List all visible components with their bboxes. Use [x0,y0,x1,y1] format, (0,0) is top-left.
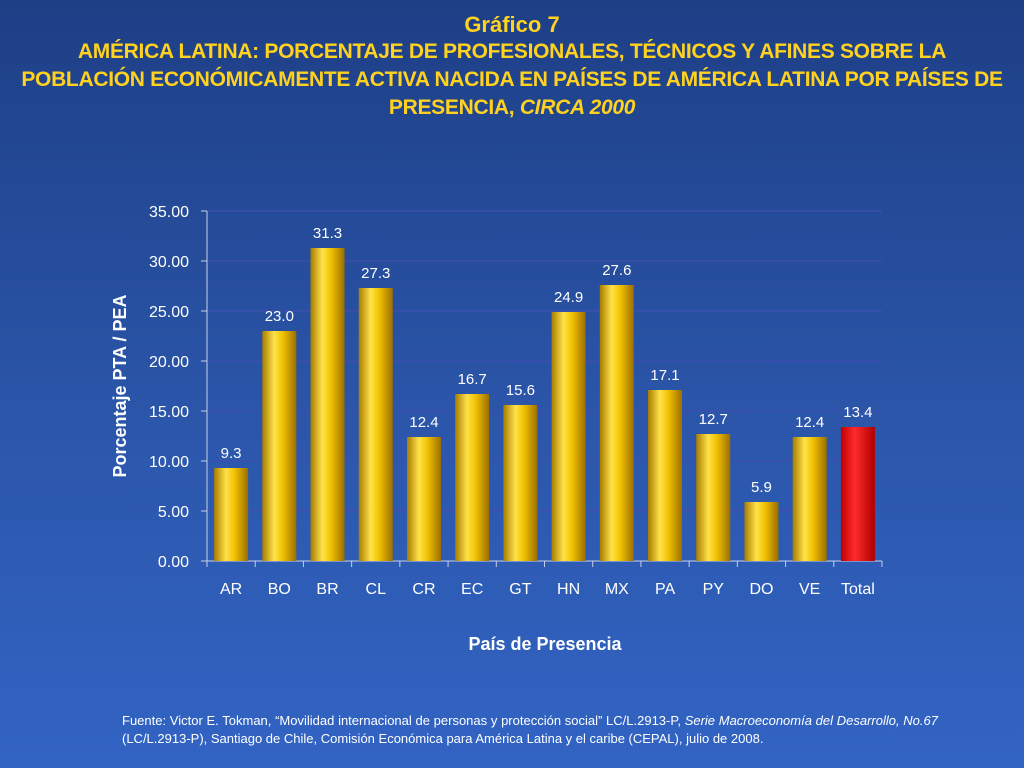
source-text-1: Fuente: Victor E. Tokman, “Movilidad int… [122,713,681,728]
y-tick-label: 25.00 [149,304,189,321]
bar-br [310,248,345,561]
value-label: 12.4 [795,414,824,431]
source-text-italic: Serie Macroeconomía del Desarrollo, No.6… [684,713,938,728]
bar-ve [792,437,827,561]
bar-cl [358,288,393,561]
x-tick-label: VE [799,581,820,598]
bar-total [840,427,875,561]
x-tick-label: BR [316,581,338,598]
value-label: 5.9 [751,479,772,496]
y-tick-label: 5.00 [158,504,189,521]
x-tick-label: CR [412,581,435,598]
y-axis-label: Porcentaje PTA / PEA [110,294,130,477]
value-label: 23.0 [265,308,294,325]
bars [214,248,875,561]
y-tick-label: 30.00 [149,254,189,271]
value-label: 31.3 [313,225,342,242]
value-label: 27.3 [361,265,390,282]
x-tick-label: Total [841,581,875,598]
bar-mx [599,285,634,561]
value-label: 24.9 [554,289,583,306]
x-tick-label: DO [749,581,773,598]
x-tick-label: CL [366,581,387,598]
y-tick-label: 0.00 [158,554,189,571]
bar-pa [648,390,683,561]
value-label: 17.1 [650,367,679,384]
chart-title-italic: CIRCA 2000 [519,96,636,119]
x-tick-label: MX [605,581,629,598]
axes: 0.00 5.00 10.00 15.00 20.00 25.00 30.00 35.00 AR… [149,204,883,598]
bar-gt [503,405,538,561]
y-tick-label: 20.00 [149,354,189,371]
source-text-2: (LC/L.2913-P), Santiago de Chile, Comisi… [122,731,764,746]
bar-do [744,502,779,561]
bar-hn [551,312,586,561]
x-tick-label: HN [557,581,580,598]
value-label: 16.7 [458,371,487,388]
bar-chart: 0.00 5.00 10.00 15.00 20.00 25.00 30.00 35.00 AR… [110,204,883,654]
x-tick-label: AR [220,581,242,598]
bar-bo [262,331,297,561]
value-label: 27.6 [602,262,631,279]
chart-title-main: AMÉRICA LATINA: PORCENTAJE DE PROFESIONA… [21,40,1003,119]
gridlines [207,210,882,512]
source-note: Fuente: Victor E. Tokman, “Movilidad int… [122,712,938,748]
bar-ar [214,468,249,561]
x-axis-label: País de Presencia [468,634,622,654]
x-tick-label: EC [461,581,483,598]
value-label: 9.3 [221,445,242,462]
bar-cr [406,437,441,561]
value-label: 12.7 [699,411,728,428]
x-tick-label: BO [268,581,291,598]
y-tick-label: 10.00 [149,454,189,471]
value-label: 12.4 [409,414,438,431]
value-label: 13.4 [843,404,872,421]
bar-ec [455,394,490,561]
chart-title-block: Gráfico 7 AMÉRICA LATINA: PORCENTAJE DE … [20,12,1004,122]
value-labels: 9.3 23.0 31.3 27.3 12.4 16.7 15.6 24.9 27.6 17.1 1… [221,225,873,496]
value-label: 15.6 [506,382,535,399]
x-tick-label: GT [509,581,531,598]
y-tick-label: 35.00 [149,204,189,221]
chart-title: AMÉRICA LATINA: PORCENTAJE DE PROFESIONA… [20,38,1004,122]
x-tick-label: PY [703,581,725,598]
bar-py [696,434,731,561]
chart-title-number: Gráfico 7 [464,12,560,37]
x-tick-label: PA [655,581,675,598]
y-tick-label: 15.00 [149,404,189,421]
